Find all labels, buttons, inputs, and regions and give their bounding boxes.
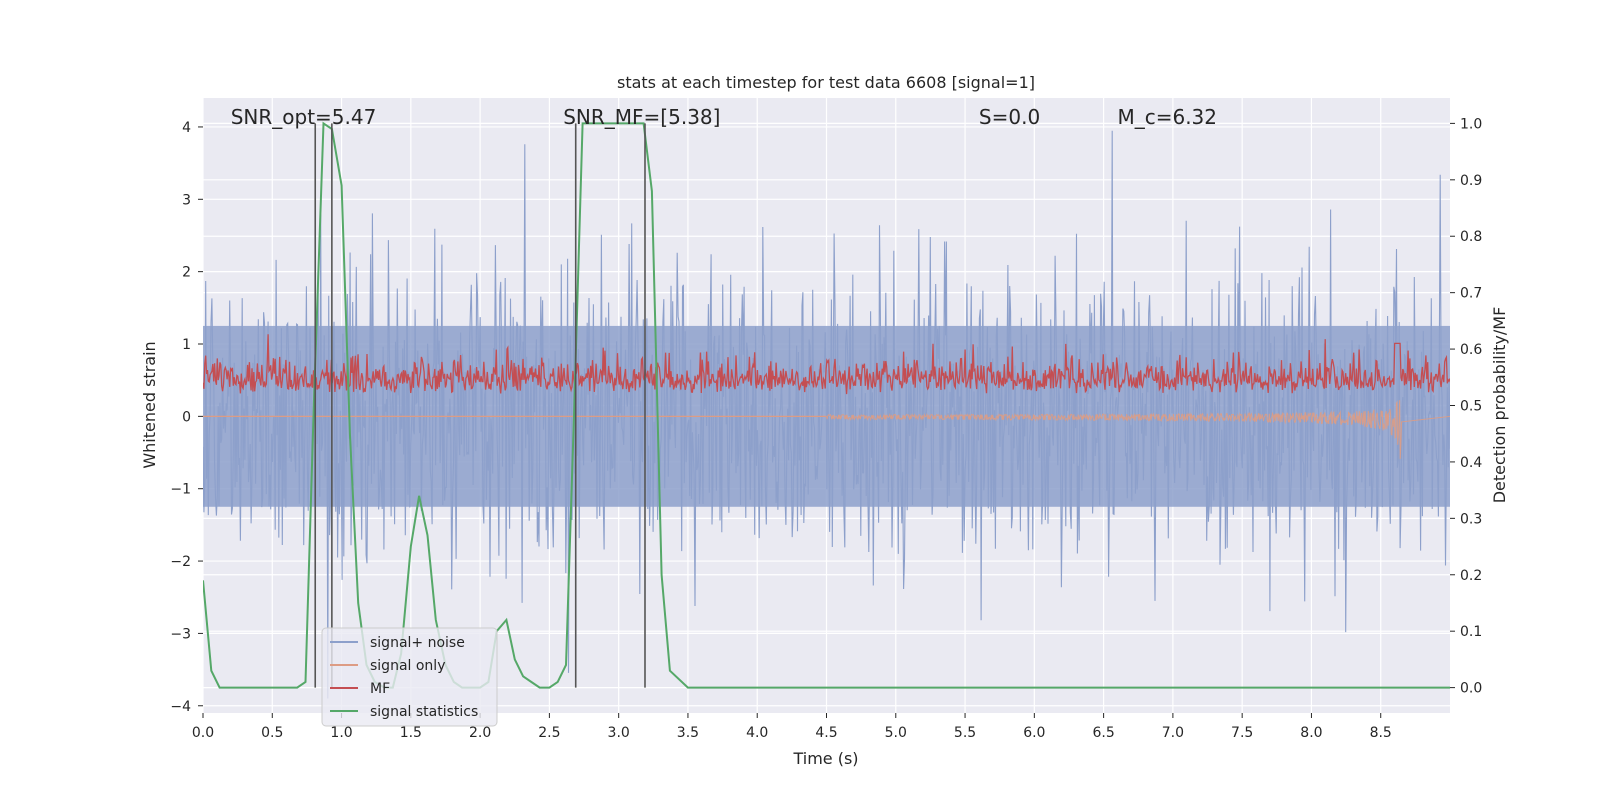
x-tick-label: 8.0 bbox=[1300, 725, 1322, 741]
x-tick-label: 4.0 bbox=[746, 725, 768, 741]
y-axis-right-label: Detection probability/MF bbox=[1490, 307, 1509, 504]
series-signal-only bbox=[826, 400, 1450, 459]
y-right-tick-label: 0.1 bbox=[1460, 624, 1482, 640]
y-right-tick-label: 0.2 bbox=[1460, 568, 1482, 584]
x-tick-label: 6.5 bbox=[1092, 725, 1114, 741]
y-left-tick-label: 4 bbox=[182, 120, 191, 136]
y-left-tick-label: 0 bbox=[182, 409, 191, 425]
y-right-tick-label: 0.7 bbox=[1460, 286, 1482, 302]
y-right-tick-label: 0.8 bbox=[1460, 229, 1482, 245]
x-tick-label: 7.5 bbox=[1231, 725, 1253, 741]
x-tick-label: 4.5 bbox=[815, 725, 837, 741]
x-tick-label: 5.0 bbox=[885, 725, 907, 741]
series-signal-noise bbox=[203, 130, 1450, 699]
annotation-text: M_c=6.32 bbox=[1117, 105, 1217, 129]
annotations: SNR_opt=5.47 SNR_MF=[5.38] S=0.0 M_c=6.32 bbox=[231, 105, 1217, 129]
x-tick-label: 8.5 bbox=[1370, 725, 1392, 741]
y-right-tick-label: 0.0 bbox=[1460, 681, 1482, 697]
chart-title: stats at each timestep for test data 660… bbox=[617, 73, 1035, 92]
x-tick-label: 1.5 bbox=[400, 725, 422, 741]
legend: signal+ noise signal only MF signal statist… bbox=[321, 627, 498, 727]
legend-entry: signal+ noise bbox=[370, 635, 465, 651]
y-axis-left-label: Whitened strain bbox=[140, 341, 159, 468]
axes: 0.0 0.5 1.0 1.5 2.0 2.5 3.0 3.5 4.0 4.5 5.0 5.5 6.0 6… bbox=[170, 116, 1482, 741]
series-mf bbox=[203, 334, 1450, 395]
x-tick-label: 2.0 bbox=[469, 725, 491, 741]
x-tick-label: 0.5 bbox=[261, 725, 283, 741]
legend-box bbox=[321, 627, 498, 727]
y-right-tick-label: 1.0 bbox=[1460, 116, 1482, 132]
y-right-tick-label: 0.3 bbox=[1460, 511, 1482, 527]
y-right-tick-label: 0.6 bbox=[1460, 342, 1482, 358]
x-tick-label: 6.0 bbox=[1023, 725, 1045, 741]
y-left-tick-label: 2 bbox=[182, 265, 191, 281]
legend-entry: signal statistics bbox=[370, 704, 478, 720]
x-tick-label: 7.0 bbox=[1162, 725, 1184, 741]
y-left-tick-label: 3 bbox=[182, 192, 191, 208]
y-left-tick-label: 1 bbox=[182, 337, 191, 353]
y-left-tick-label: −4 bbox=[170, 699, 191, 715]
x-tick-label: 2.5 bbox=[538, 725, 560, 741]
y-left-tick-label: −3 bbox=[170, 626, 191, 642]
y-left-tick-label: −2 bbox=[170, 554, 191, 570]
legend-entry: signal only bbox=[370, 658, 445, 674]
x-axis-label: Time (s) bbox=[792, 749, 858, 768]
x-tick-label: 3.0 bbox=[608, 725, 630, 741]
series-layer bbox=[203, 121, 1450, 699]
y-left-tick-label: −1 bbox=[170, 482, 191, 498]
x-tick-label: 0.0 bbox=[192, 725, 214, 741]
x-tick-label: 1.0 bbox=[330, 725, 352, 741]
annotation-text: S=0.0 bbox=[979, 105, 1040, 129]
y-right-tick-label: 0.9 bbox=[1460, 173, 1482, 189]
x-tick-label: 5.5 bbox=[954, 725, 976, 741]
legend-entry: MF bbox=[370, 681, 390, 697]
y-right-tick-label: 0.4 bbox=[1460, 455, 1482, 471]
x-tick-label: 3.5 bbox=[677, 725, 699, 741]
annotation-text: SNR_opt=5.47 bbox=[231, 105, 377, 129]
y-right-tick-label: 0.5 bbox=[1460, 399, 1482, 415]
annotation-text: SNR_MF=[5.38] bbox=[563, 105, 720, 129]
